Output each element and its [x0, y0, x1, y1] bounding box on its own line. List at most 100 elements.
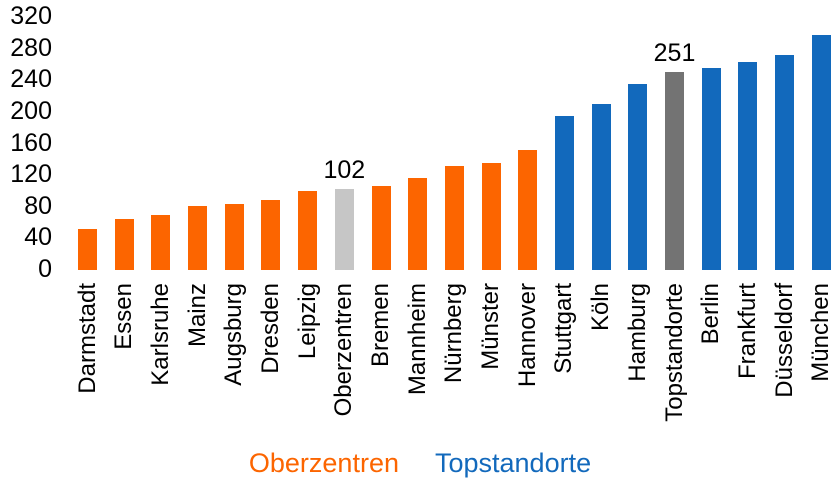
- x-label-slot: Augsburg: [220, 283, 247, 386]
- bar-column: [151, 0, 171, 270]
- bar-column: [775, 0, 795, 270]
- x-axis: Darmstadt Essen Karlsruhe Mainz Augsburg Dres…: [74, 283, 835, 422]
- x-tick-label: München: [807, 283, 835, 382]
- bar-berlin: [701, 67, 721, 270]
- x-label-slot: Darmstadt: [74, 283, 101, 394]
- x-tick-label: Berlin: [697, 283, 725, 345]
- x-tick-label: Bremen: [367, 283, 394, 368]
- bar-column: [114, 0, 134, 270]
- legend-entry-oberzentren: Oberzentren: [248, 448, 399, 478]
- x-tick-label: Oberzentren: [330, 283, 358, 417]
- bar-oberzentren: [334, 189, 354, 270]
- bar-essen: [114, 218, 134, 270]
- x-tick-label: Darmstadt: [73, 283, 101, 394]
- bar-münster: [481, 162, 501, 270]
- bar-column: [591, 0, 611, 270]
- bar-column: [224, 0, 244, 270]
- y-tick-label: 320: [10, 2, 52, 31]
- x-tick-label: Leipzig: [293, 283, 321, 360]
- x-tick-label: Dresden: [256, 283, 284, 374]
- legend: Oberzentren Topstandorte: [0, 447, 840, 479]
- bar-column: [261, 0, 281, 270]
- bar-mainz: [188, 206, 208, 270]
- y-tick-label: 80: [24, 191, 52, 220]
- bar-value-label: 102: [323, 156, 366, 185]
- x-tick-label: Stuttgart: [550, 283, 578, 374]
- x-label-slot: Köln: [587, 283, 614, 331]
- bar-dresden: [261, 200, 281, 270]
- bar-darmstadt: [78, 228, 97, 270]
- x-tick-label: Augsburg: [220, 283, 248, 386]
- bar-column: 251: [654, 0, 695, 270]
- x-label-slot: Hannover: [514, 283, 541, 387]
- bar-column: [371, 0, 391, 270]
- x-tick-label: Mannheim: [403, 283, 431, 396]
- y-tick-label: 280: [10, 33, 52, 62]
- bar-topstandorte: [665, 71, 684, 270]
- x-tick-label: Hannover: [513, 283, 541, 388]
- x-label-slot: Frankfurt: [734, 283, 761, 379]
- y-tick-label: 40: [24, 223, 52, 252]
- bar-mannheim: [408, 177, 428, 270]
- x-label-slot: Hamburg: [624, 283, 651, 382]
- bar-column: [78, 0, 97, 270]
- x-tick-label: Nürnberg: [440, 283, 468, 384]
- x-tick-label: Hamburg: [623, 283, 651, 382]
- bar-köln: [591, 104, 611, 270]
- x-label-slot: Bremen: [367, 283, 394, 367]
- bar-karlsruhe: [151, 214, 171, 270]
- bar-frankfurt: [738, 62, 758, 270]
- x-label-slot: Oberzentren: [330, 283, 357, 416]
- y-tick-label: 160: [10, 128, 52, 157]
- x-label-slot: Dresden: [257, 283, 284, 374]
- bar-hannover: [518, 149, 538, 270]
- y-axis: 0 40 80 120 160 200 240 280 320: [0, 0, 52, 300]
- bar-column: 102: [323, 0, 365, 270]
- x-tick-label: Karlsruhe: [146, 283, 174, 386]
- bar-column: [518, 0, 538, 270]
- x-tick-label: Köln: [587, 283, 615, 332]
- bar-column: [481, 0, 501, 270]
- x-label-slot: Karlsruhe: [147, 283, 174, 386]
- x-tick-label: Frankfurt: [733, 283, 761, 380]
- bar-hamburg: [628, 83, 648, 270]
- bar-column: [408, 0, 428, 270]
- x-label-slot: Düsseldorf: [771, 283, 798, 398]
- bar-column: [298, 0, 318, 270]
- x-label-slot: Topstandorte: [661, 283, 688, 422]
- x-tick-label: Mainz: [183, 283, 211, 348]
- bar-münchen: [811, 35, 831, 270]
- bar-column: [188, 0, 208, 270]
- bar-düsseldorf: [775, 55, 795, 270]
- bar-nürnberg: [444, 165, 464, 270]
- bar-column: [554, 0, 574, 270]
- x-label-slot: Nürnberg: [440, 283, 467, 383]
- bar-bremen: [371, 186, 391, 270]
- x-label-slot: Leipzig: [294, 283, 321, 359]
- bar-stuttgart: [554, 115, 574, 270]
- y-tick-label: 120: [10, 160, 52, 189]
- bar-column: [811, 0, 831, 270]
- legend-entry-topstandorte: Topstandorte: [434, 448, 592, 478]
- bar-column: [738, 0, 758, 270]
- bar-column: [701, 0, 721, 270]
- x-tick-label: Münster: [477, 283, 505, 370]
- bar-leipzig: [298, 191, 318, 270]
- bar-column: [444, 0, 464, 270]
- x-label-slot: Stuttgart: [550, 283, 577, 374]
- x-label-slot: Münster: [477, 283, 504, 370]
- x-label-slot: Essen: [110, 283, 137, 350]
- plot-area: 102 251: [78, 0, 831, 270]
- x-tick-label: Essen: [110, 283, 138, 350]
- bar-column: [628, 0, 648, 270]
- x-label-slot: Mannheim: [404, 283, 431, 395]
- x-label-slot: München: [807, 283, 834, 382]
- y-tick-label: 240: [10, 65, 52, 94]
- bar-augsburg: [224, 203, 244, 270]
- y-tick-label: 0: [38, 255, 52, 283]
- x-label-slot: Mainz: [184, 283, 211, 347]
- x-label-slot: Berlin: [697, 283, 724, 344]
- x-tick-label: Topstandorte: [660, 283, 688, 422]
- x-tick-label: Düsseldorf: [770, 283, 798, 398]
